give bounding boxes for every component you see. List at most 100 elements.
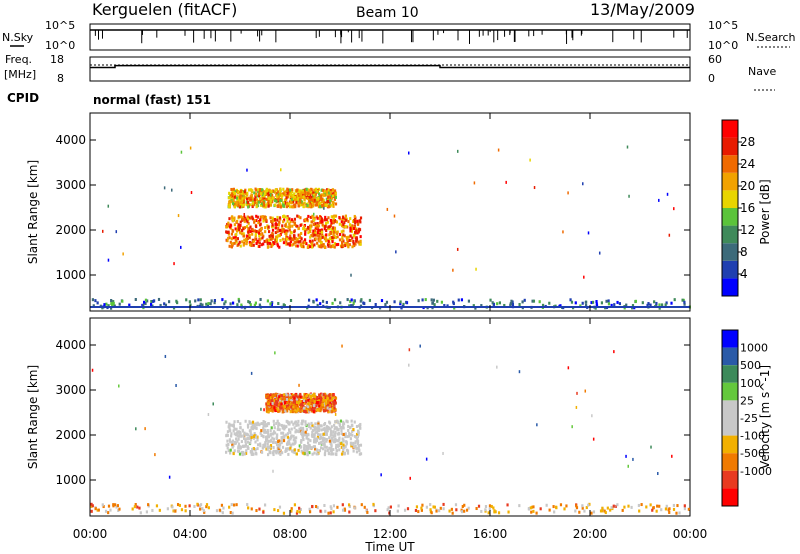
- scatter-cell: [190, 191, 193, 195]
- scatter-cell: [226, 231, 229, 235]
- scatter-cell: [293, 223, 296, 227]
- scatter-cell: [421, 503, 424, 507]
- scatter-cell: [269, 216, 272, 220]
- scatter-cell: [292, 237, 295, 241]
- scatter-cell: [355, 446, 358, 450]
- scatter-cell: [616, 503, 619, 507]
- scatter-cell: [329, 189, 332, 193]
- scatter-cell: [265, 394, 268, 398]
- velocity-colorbar-label: Velocity [m s^-1]: [758, 365, 772, 469]
- scatter-cell: [97, 508, 100, 512]
- scatter-cell: [334, 219, 337, 223]
- scatter-cell: [244, 438, 247, 442]
- scatter-cell: [233, 432, 236, 436]
- scatter-cell: [266, 407, 269, 411]
- scatter-cell: [276, 244, 280, 248]
- scatter-cell: [167, 300, 171, 304]
- scatter-cell: [296, 407, 300, 411]
- scatter-cell: [623, 505, 626, 509]
- scatter-cell: [222, 506, 225, 510]
- scatter-cell: [249, 225, 252, 229]
- scatter-cell: [289, 240, 292, 244]
- scatter-cell: [309, 235, 312, 239]
- scatter-cell: [234, 227, 237, 231]
- scatter-cell: [290, 201, 293, 205]
- scatter-cell: [310, 234, 313, 238]
- scatter-cell: [238, 452, 242, 456]
- scatter-cell: [347, 244, 350, 248]
- scatter-cell: [151, 508, 154, 512]
- scatter-cell: [518, 370, 521, 374]
- scatter-cell: [242, 199, 246, 203]
- scatter-cell: [275, 400, 278, 404]
- scatter-cell: [265, 424, 269, 428]
- scatter-cell: [627, 504, 630, 508]
- scatter-cell: [305, 436, 308, 440]
- scatter-cell: [303, 444, 306, 448]
- scatter-cell: [294, 240, 297, 244]
- scatter-cell: [91, 368, 94, 372]
- scatter-cell: [356, 219, 359, 223]
- scatter-cell: [255, 452, 258, 456]
- scatter-cell: [358, 448, 361, 452]
- scatter-cell: [96, 508, 99, 512]
- scatter-cell: [254, 422, 257, 426]
- scatter-cell: [665, 301, 668, 305]
- scatter-cell: [354, 440, 357, 444]
- scatter-cell: [289, 198, 292, 202]
- scatter-cell: [395, 250, 397, 254]
- scatter-cell: [267, 199, 270, 203]
- scatter-cell: [576, 391, 578, 395]
- scatter-cell: [612, 504, 615, 508]
- scatter-cell: [232, 429, 235, 433]
- scatter-cell: [313, 435, 316, 439]
- scatter-cell: [357, 444, 361, 448]
- scatter-cell: [229, 196, 232, 200]
- scatter-cell: [252, 202, 256, 206]
- scatter-cell: [308, 507, 311, 511]
- scatter-cell: [402, 302, 405, 306]
- scatter-cell: [316, 216, 319, 220]
- scatter-cell: [280, 199, 283, 203]
- scatter-cell: [246, 193, 249, 197]
- scatter-cell: [247, 205, 250, 209]
- colorbar-swatch: [722, 208, 738, 226]
- scatter-cell: [324, 239, 328, 243]
- scatter-cell: [168, 475, 171, 479]
- scatter-cell: [463, 503, 466, 507]
- scatter-cell: [456, 247, 459, 251]
- scatter-cell: [323, 426, 326, 430]
- scatter-cell: [149, 302, 153, 306]
- scatter-cell: [313, 216, 316, 220]
- scatter-cell: [358, 452, 361, 456]
- scatter-cell: [270, 432, 273, 436]
- scatter-cell: [304, 410, 307, 414]
- scatter-cell: [259, 215, 262, 219]
- scatter-cell: [292, 204, 296, 208]
- scatter-cell: [454, 503, 458, 507]
- scatter-cell: [292, 220, 295, 224]
- scatter-cell: [320, 424, 323, 428]
- scatter-cell: [311, 239, 314, 243]
- scatter-cell: [256, 194, 260, 198]
- scatter-cell: [225, 230, 228, 234]
- scatter-cell: [309, 439, 312, 443]
- scatter-cell: [315, 203, 319, 207]
- scatter-cell: [290, 231, 293, 235]
- scatter-cell: [272, 469, 274, 473]
- scatter-cell: [258, 192, 261, 196]
- scatter-cell: [146, 299, 149, 303]
- scatter-cell: [293, 195, 297, 199]
- scatter-cell: [288, 393, 291, 397]
- scatter-cell: [300, 191, 303, 195]
- scatter-cell: [144, 427, 146, 431]
- scatter-cell: [305, 444, 308, 448]
- scatter-cell: [267, 422, 270, 426]
- scatter-cell: [380, 473, 382, 477]
- scatter-cell: [316, 200, 319, 204]
- scatter-cell: [163, 186, 166, 190]
- scatter-cell: [683, 302, 686, 306]
- scatter-cell: [425, 505, 428, 509]
- scatter-cell: [184, 504, 187, 508]
- scatter-cell: [229, 302, 232, 306]
